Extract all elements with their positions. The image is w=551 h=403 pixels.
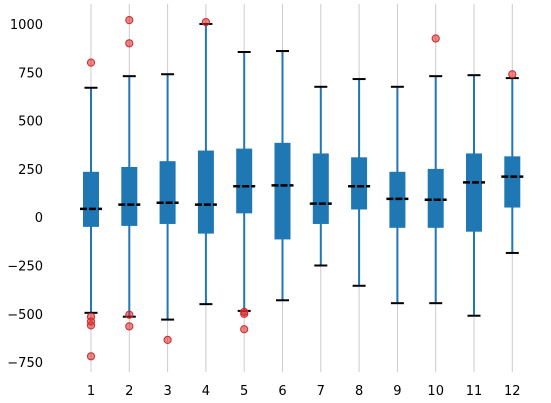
box-body [236,148,253,214]
outlier-point [125,310,134,319]
box-group-9 [386,85,409,305]
y-tick-label: −500 [7,308,43,323]
box-body [197,150,214,234]
outlier-point [86,58,96,67]
box-group-8 [348,78,371,287]
x-tick-label: 8 [355,384,363,399]
x-tick-label: 11 [466,384,483,399]
box-group-12 [501,70,524,254]
box-body [83,171,99,227]
x-tick-label: 12 [504,384,521,399]
box-body [159,161,176,224]
y-tick-label: −250 [7,260,43,275]
x-tick-label: 4 [202,384,210,399]
outlier-point [86,352,96,361]
x-axis-tick-labels: 1 2 3 4 5 6 7 8 9 10 11 12 [87,384,521,399]
box-group-3 [156,73,179,344]
outlier-point [240,309,249,318]
x-tick-label: 3 [163,384,171,399]
x-tick-label: 9 [393,384,401,399]
box-body [312,153,329,224]
y-tick-label: 500 [18,115,43,130]
box-body [121,166,138,226]
outlier-point [431,34,440,43]
box-body [504,156,521,208]
box-group-6 [271,50,294,302]
box-body [351,157,368,210]
outlier-point [86,321,96,330]
x-tick-label: 10 [427,384,444,399]
y-tick-label: −750 [7,356,43,371]
box-group-5 [233,51,256,334]
x-tick-label: 2 [125,384,133,399]
outlier-point [201,17,210,27]
box-group-7 [309,85,332,267]
outlier-point [125,16,134,25]
box-body [427,168,444,228]
outlier-point [125,39,134,48]
box-group-1 [80,58,102,361]
outlier-point [240,325,249,334]
x-tick-label: 1 [87,384,95,399]
box-body [274,142,291,240]
y-tick-label: 1000 [10,18,43,33]
box-group-10 [424,34,447,305]
y-tick-label: 250 [18,163,43,178]
x-tick-label: 6 [278,384,286,399]
outlier-point [163,335,172,344]
x-tick-label: 5 [240,384,248,399]
grid-lines [90,4,513,372]
outlier-point [508,70,517,79]
box-group-11 [463,74,485,317]
box-group-4 [194,17,217,306]
box-group-2 [118,16,141,331]
x-tick-label: 7 [317,384,325,399]
outlier-point [125,322,134,331]
y-axis-tick-labels: 1000 750 500 250 0 −250 −500 −750 [7,18,43,371]
y-tick-label: 0 [35,211,43,226]
box-series [80,16,524,361]
box-body [466,153,482,232]
y-tick-label: 750 [18,66,43,81]
